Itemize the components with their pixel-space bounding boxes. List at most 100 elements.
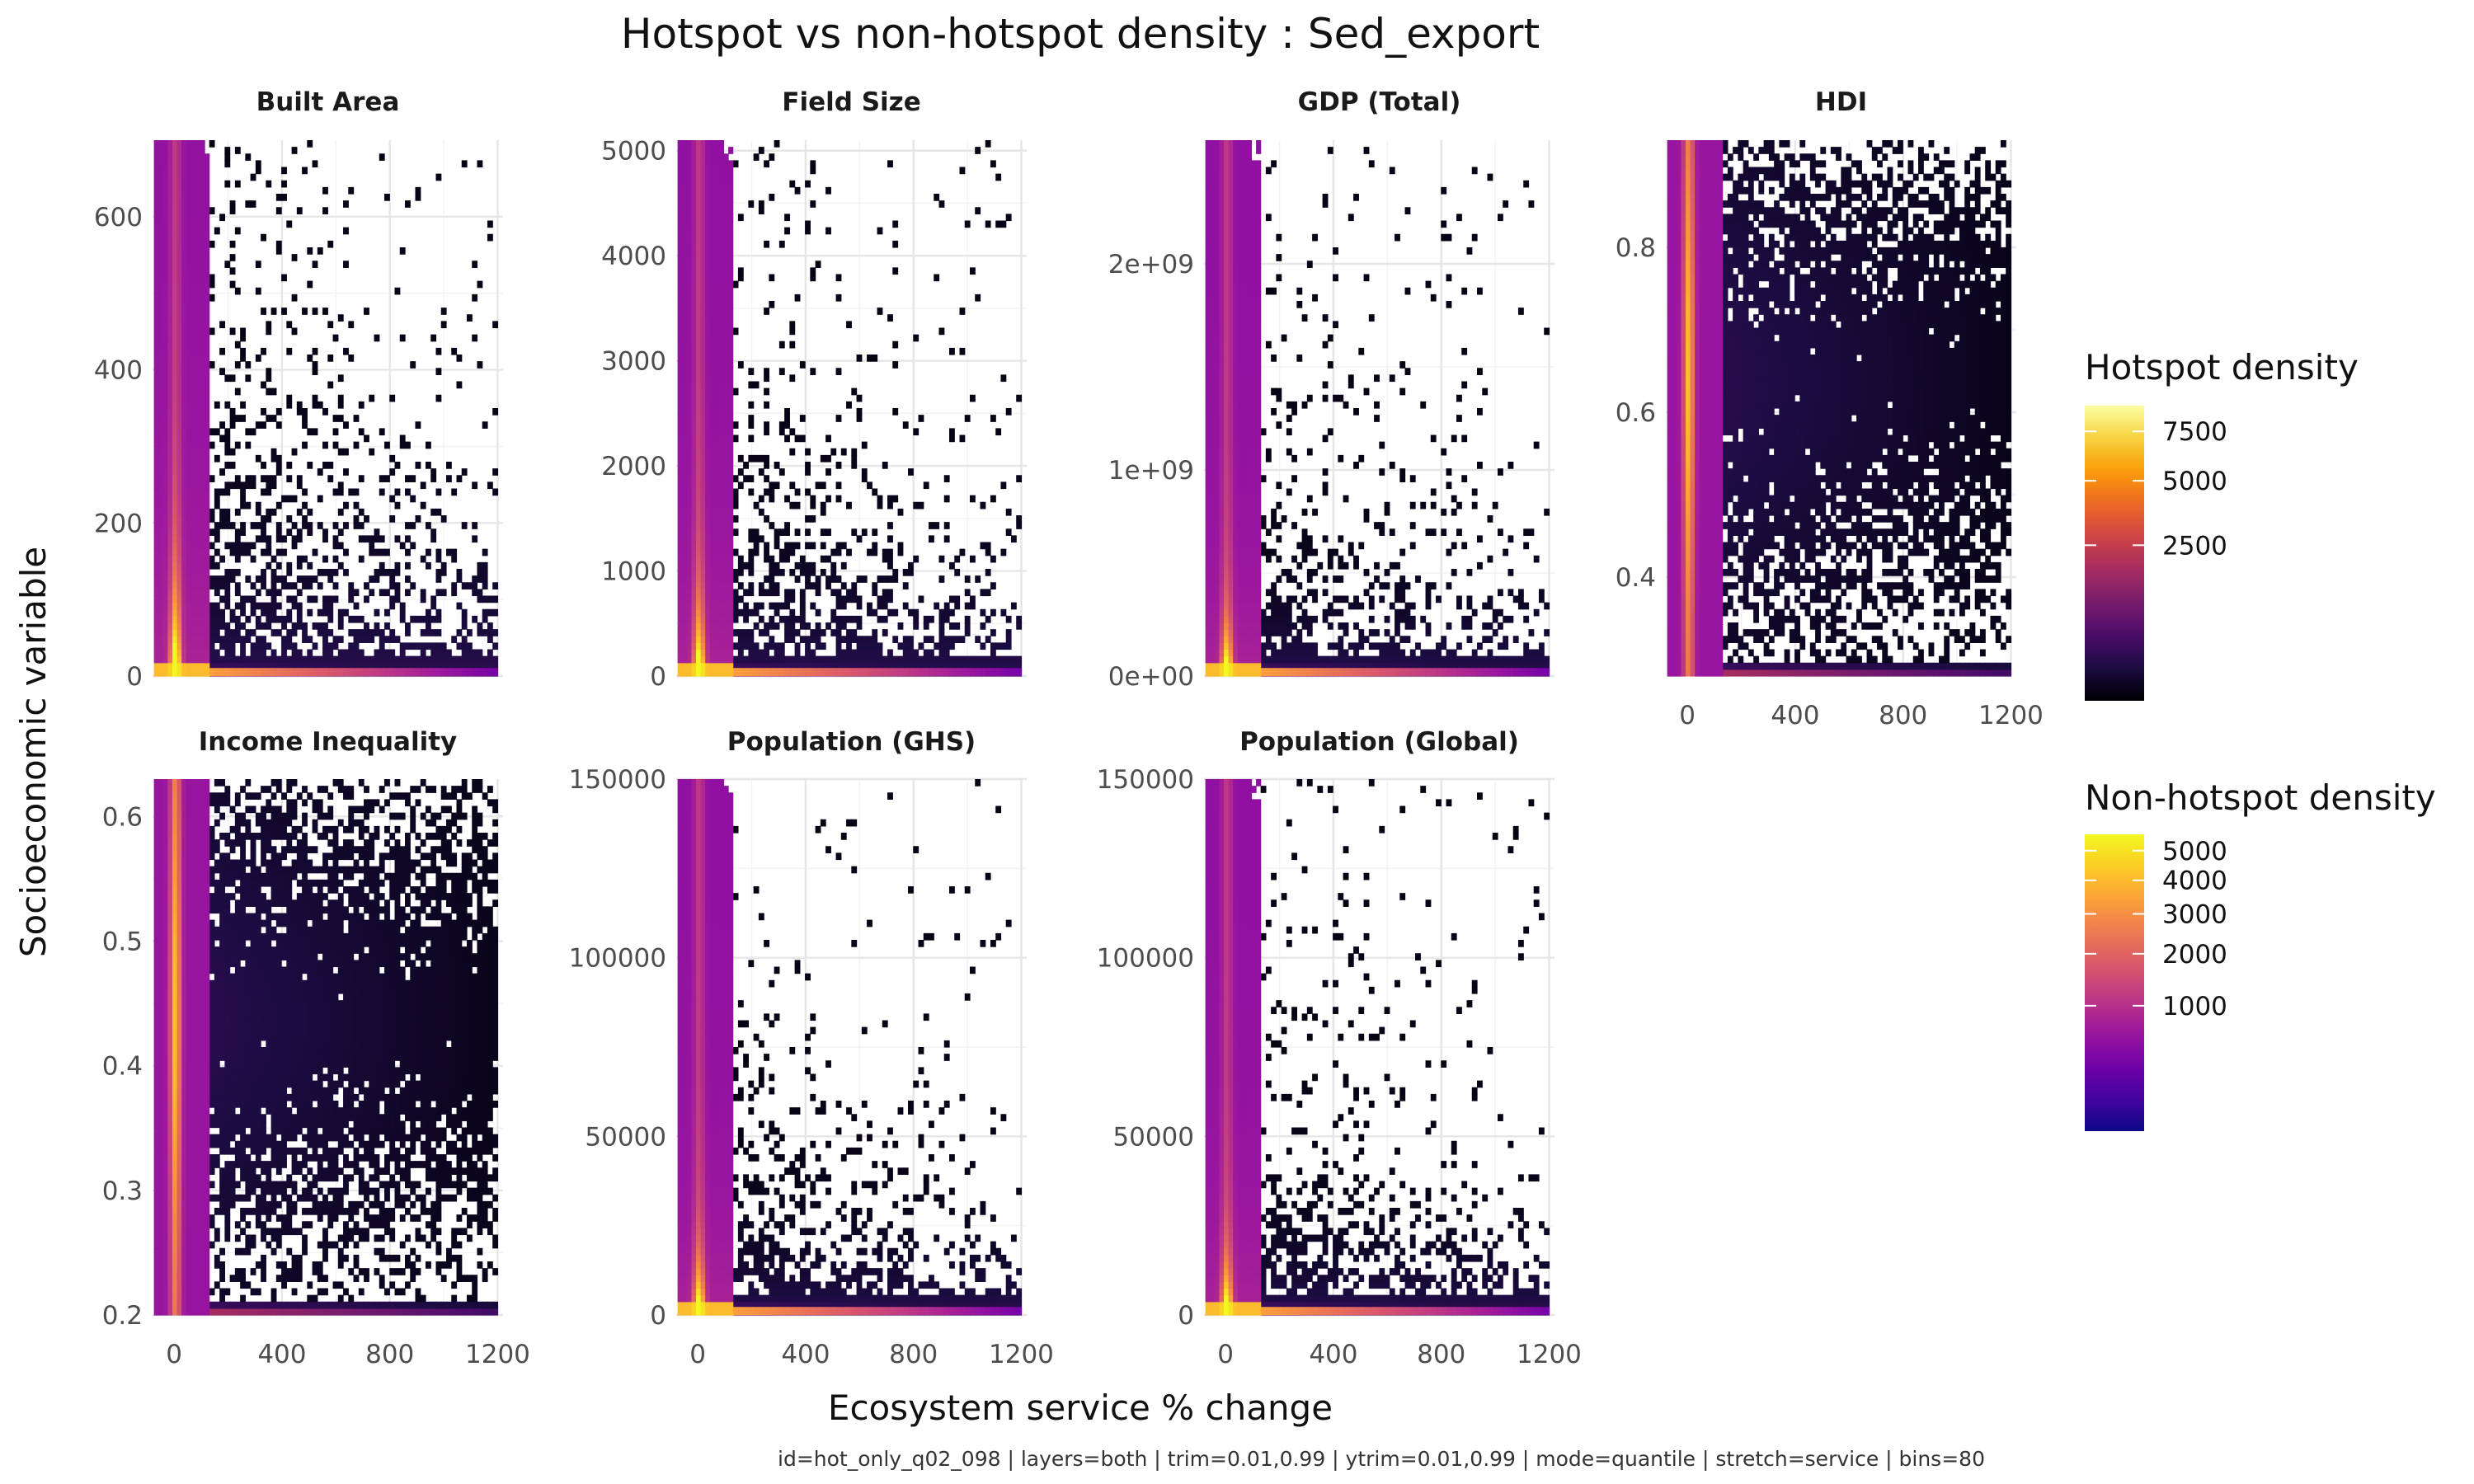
non-hotspot-tile bbox=[172, 468, 178, 476]
hotspot-tile bbox=[461, 655, 468, 664]
non-hotspot-tile bbox=[700, 247, 706, 255]
hotspot-tile bbox=[810, 542, 816, 550]
hotspot-tile bbox=[291, 622, 298, 630]
non-hotspot-tile bbox=[1228, 501, 1234, 510]
non-hotspot-tile bbox=[1242, 622, 1248, 630]
non-hotspot-tile bbox=[718, 361, 725, 369]
hotspot-tile bbox=[1517, 655, 1524, 664]
non-hotspot-tile bbox=[691, 140, 697, 148]
non-hotspot-tile bbox=[1205, 622, 1211, 630]
non-hotspot-tile bbox=[1205, 569, 1211, 576]
hotspot-tile bbox=[1333, 662, 1338, 670]
non-hotspot-tile bbox=[1477, 668, 1483, 676]
non-hotspot-tile bbox=[728, 602, 734, 610]
non-hotspot-tile bbox=[695, 186, 702, 195]
non-hotspot-tile bbox=[1214, 636, 1220, 643]
hotspot-tile bbox=[312, 160, 318, 168]
hotspot-tile bbox=[358, 522, 365, 529]
non-hotspot-tile bbox=[1228, 595, 1234, 603]
non-hotspot-tile bbox=[172, 394, 178, 402]
non-hotspot-tile bbox=[190, 200, 196, 208]
hotspot-tile bbox=[209, 662, 215, 670]
hotspot-tile bbox=[1260, 548, 1267, 556]
hotspot-tile bbox=[1016, 394, 1023, 402]
hotspot-tile bbox=[1322, 481, 1329, 490]
y-tick-label: 1000 bbox=[601, 557, 666, 587]
non-hotspot-tile bbox=[1256, 655, 1262, 664]
non-hotspot-tile bbox=[186, 462, 191, 469]
non-hotspot-tile bbox=[1256, 475, 1262, 482]
hotspot-tile bbox=[1338, 608, 1344, 617]
hotspot-tile bbox=[209, 528, 215, 536]
non-hotspot-tile bbox=[695, 401, 702, 409]
non-hotspot-tile bbox=[1256, 434, 1262, 443]
hotspot-tile bbox=[902, 642, 909, 650]
non-hotspot-tile bbox=[172, 495, 178, 503]
hotspot-tile bbox=[1451, 649, 1457, 657]
non-hotspot-tile bbox=[709, 481, 715, 490]
non-hotspot-tile bbox=[162, 254, 168, 261]
hotspot-tile bbox=[291, 662, 298, 670]
non-hotspot-tile bbox=[158, 462, 164, 469]
hotspot-tile bbox=[1374, 415, 1380, 422]
non-hotspot-tile bbox=[176, 280, 182, 289]
hotspot-tile bbox=[1000, 548, 1007, 556]
non-hotspot-tile bbox=[691, 595, 697, 603]
hotspot-tile bbox=[410, 542, 416, 550]
hotspot-tile bbox=[291, 649, 298, 657]
hotspot-tile bbox=[420, 662, 426, 670]
hotspot-tile bbox=[270, 308, 277, 315]
non-hotspot-tile bbox=[172, 448, 178, 456]
non-hotspot-tile bbox=[1456, 668, 1462, 676]
non-hotspot-tile bbox=[190, 462, 196, 469]
hotspot-tile bbox=[732, 662, 739, 670]
hotspot-tile bbox=[405, 535, 411, 543]
hotspot-tile bbox=[477, 561, 483, 570]
hotspot-tile bbox=[302, 501, 308, 510]
hotspot-tile bbox=[296, 589, 303, 597]
non-hotspot-tile bbox=[682, 561, 688, 570]
non-hotspot-tile bbox=[682, 287, 688, 295]
hotspot-tile bbox=[934, 274, 940, 282]
hotspot-tile bbox=[492, 582, 499, 589]
hotspot-tile bbox=[224, 522, 231, 529]
non-hotspot-tile bbox=[195, 441, 201, 449]
non-hotspot-tile bbox=[1237, 448, 1243, 456]
hotspot-tile bbox=[1374, 575, 1380, 583]
hotspot-tile bbox=[737, 214, 744, 222]
non-hotspot-tile bbox=[1256, 642, 1262, 650]
hotspot-tile bbox=[769, 582, 775, 589]
hotspot-tile bbox=[784, 548, 790, 556]
hotspot-tile bbox=[399, 602, 406, 610]
non-hotspot-tile bbox=[1210, 622, 1216, 630]
hotspot-tile bbox=[1348, 548, 1354, 556]
non-hotspot-tile bbox=[691, 274, 697, 282]
hotspot-tile bbox=[430, 615, 437, 623]
non-hotspot-tile bbox=[1205, 481, 1211, 490]
non-hotspot-tile bbox=[205, 421, 210, 429]
non-hotspot-tile bbox=[810, 668, 816, 676]
hotspot-tile bbox=[908, 608, 914, 617]
hotspot-tile bbox=[856, 649, 863, 657]
non-hotspot-tile bbox=[205, 186, 210, 195]
non-hotspot-tile bbox=[1246, 434, 1253, 443]
non-hotspot-tile bbox=[440, 668, 447, 676]
non-hotspot-tile bbox=[691, 220, 697, 228]
hotspot-tile bbox=[281, 548, 287, 556]
non-hotspot-tile bbox=[186, 561, 191, 570]
hotspot-tile bbox=[234, 655, 241, 664]
non-hotspot-tile bbox=[176, 542, 182, 550]
hotspot-tile bbox=[332, 542, 339, 550]
hotspot-tile bbox=[784, 629, 790, 636]
non-hotspot-tile bbox=[205, 220, 210, 228]
non-hotspot-tile bbox=[1214, 468, 1220, 476]
hotspot-tile bbox=[1404, 655, 1411, 664]
non-hotspot-tile bbox=[1242, 542, 1248, 550]
hotspot-tile bbox=[830, 448, 837, 456]
non-hotspot-tile bbox=[1256, 542, 1262, 550]
hotspot-tile bbox=[487, 629, 493, 636]
hotspot-tile bbox=[482, 582, 488, 589]
hotspot-tile bbox=[440, 308, 447, 315]
hotspot-tile bbox=[1265, 548, 1272, 556]
hotspot-tile bbox=[219, 214, 225, 222]
